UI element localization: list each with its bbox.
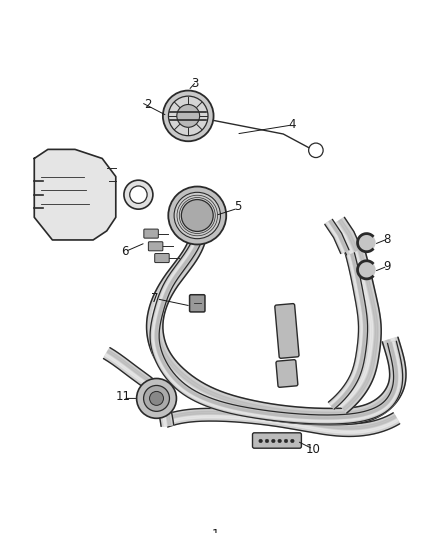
Polygon shape [103,348,174,426]
Polygon shape [329,221,347,252]
Polygon shape [339,220,358,251]
Polygon shape [150,238,403,424]
Text: 1: 1 [212,528,219,533]
Polygon shape [334,222,353,253]
Circle shape [259,439,262,443]
Circle shape [168,187,226,245]
Polygon shape [156,240,397,415]
Polygon shape [155,240,397,419]
Circle shape [137,378,177,418]
Circle shape [357,261,376,279]
Circle shape [272,439,275,443]
FancyBboxPatch shape [252,433,301,448]
Polygon shape [166,416,398,433]
Text: 4: 4 [289,118,296,132]
Polygon shape [152,239,400,422]
Polygon shape [163,408,400,437]
Polygon shape [332,242,366,408]
Circle shape [181,199,213,231]
Polygon shape [151,239,402,421]
Polygon shape [147,238,406,425]
Polygon shape [164,411,396,429]
Polygon shape [328,241,367,409]
Polygon shape [330,243,362,405]
Circle shape [124,180,153,209]
Circle shape [284,439,288,443]
Text: 7: 7 [151,292,159,305]
Circle shape [357,233,376,252]
Polygon shape [331,217,361,255]
Circle shape [144,385,170,411]
Polygon shape [107,350,171,425]
Text: 6: 6 [121,245,129,258]
Polygon shape [34,149,116,240]
Circle shape [163,91,214,141]
Circle shape [130,186,147,204]
FancyBboxPatch shape [144,229,158,238]
Text: 2: 2 [144,98,151,111]
Polygon shape [327,222,344,253]
Circle shape [169,96,208,136]
Polygon shape [325,219,349,254]
Circle shape [265,439,269,443]
FancyBboxPatch shape [155,254,169,263]
FancyBboxPatch shape [190,295,205,312]
Polygon shape [340,245,373,407]
Text: 11: 11 [116,390,131,403]
Polygon shape [338,243,381,413]
Text: 9: 9 [384,260,391,273]
Polygon shape [343,244,378,410]
Text: 10: 10 [306,442,321,456]
Text: 3: 3 [191,77,198,90]
Circle shape [149,391,163,406]
Circle shape [290,439,294,443]
FancyBboxPatch shape [276,360,298,387]
Circle shape [177,104,200,127]
FancyBboxPatch shape [148,242,163,251]
Text: 5: 5 [234,200,242,213]
Polygon shape [105,354,166,426]
Circle shape [278,439,282,443]
Text: 8: 8 [384,232,391,246]
FancyBboxPatch shape [275,304,299,358]
Circle shape [174,192,220,239]
